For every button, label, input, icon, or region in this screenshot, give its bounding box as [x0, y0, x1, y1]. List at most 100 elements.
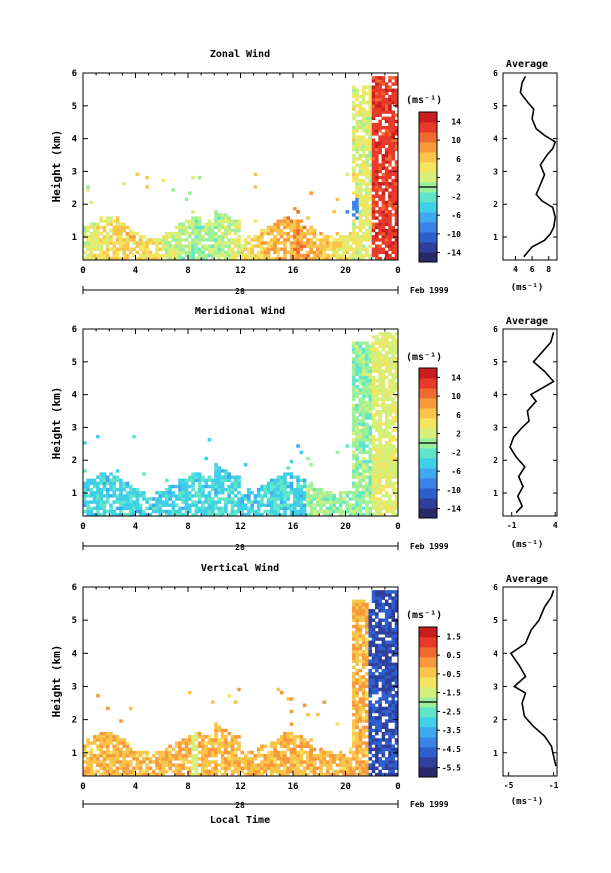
heatmap-cell [89, 231, 94, 236]
heatmap-cell [394, 602, 399, 607]
heatmap-cell [394, 634, 399, 638]
heatmap-cell [142, 235, 146, 239]
heatmap-cell [348, 757, 353, 761]
heatmap-cell [276, 478, 281, 483]
heatmap-cell [365, 122, 369, 127]
heatmap-cell [368, 135, 373, 139]
heatmap-cell [194, 472, 199, 476]
heatmap-cell [371, 687, 376, 692]
heatmap-cell [128, 500, 133, 504]
heatmap-cell [125, 494, 130, 498]
heatmap-cell [99, 744, 103, 748]
heatmap-cell [217, 475, 222, 479]
heatmap-cell [371, 466, 376, 470]
heatmap-cell [352, 247, 356, 251]
heatmap-cell [197, 228, 202, 233]
heatmap-cell [361, 656, 366, 660]
heatmap-cell [99, 219, 103, 223]
heatmap-cell [273, 494, 277, 498]
heatmap-cell [375, 235, 379, 239]
heatmap-cell [375, 450, 379, 454]
heatmap-cell [296, 256, 300, 261]
heatmap-cell [168, 766, 172, 770]
heatmap-cell [158, 491, 163, 495]
heatmap-cell [132, 231, 136, 236]
heatmap-cell [283, 503, 287, 507]
heatmap-cell [361, 678, 366, 682]
heatmap-cell [273, 244, 277, 248]
heatmap-cell [181, 506, 186, 511]
heatmap-cell [125, 235, 130, 239]
heatmap-cell [122, 225, 126, 230]
heatmap-cell [197, 241, 202, 245]
heatmap-cell [115, 766, 120, 770]
heatmap-cell [365, 615, 369, 619]
heatmap-cell [86, 494, 90, 498]
heatmap-cell [283, 757, 287, 761]
heatmap-cell [384, 428, 389, 433]
heatmap-cell [155, 253, 159, 258]
heatmap-cell [378, 381, 382, 386]
heatmap-cell [135, 250, 140, 255]
heatmap-cell [368, 197, 373, 202]
heatmap-cell [368, 450, 373, 454]
heatmap-cell [361, 640, 366, 644]
heatmap-cell [302, 235, 307, 239]
heatmap-cell [174, 772, 179, 777]
heatmap-cell [361, 475, 366, 479]
heatmap-cell [365, 169, 369, 174]
heatmap-cell [214, 500, 218, 504]
heatmap-cell [365, 247, 369, 251]
heatmap-cell [247, 772, 251, 777]
colorbar-swatch [419, 468, 437, 479]
heatmap-cell [325, 494, 330, 498]
heatmap-cell [375, 453, 379, 458]
heatmap-cell [224, 219, 228, 223]
heatmap-cell [296, 760, 300, 764]
x-ticks: 0 4 8 12 16 20 0 [80, 73, 401, 276]
heatmap-cell [384, 687, 389, 692]
heatmap-cell [83, 487, 87, 492]
heatmap-cell [102, 772, 107, 777]
heatmap-cell [214, 253, 218, 258]
heatmap-cell [217, 747, 222, 752]
heatmap-cell [96, 481, 100, 486]
heatmap-cell [319, 244, 323, 248]
heatmap-cell [375, 129, 379, 133]
heatmap-cell [188, 231, 192, 236]
heatmap-cell [224, 769, 228, 774]
heatmap-cell [355, 388, 359, 392]
heatmap-cell [89, 200, 94, 205]
heatmap-cell [299, 253, 304, 258]
heatmap-cell [227, 487, 231, 492]
heatmap-cell [352, 687, 356, 692]
heatmap-cell [286, 772, 291, 777]
heatmap-cell [289, 222, 294, 227]
heatmap-cell [381, 141, 386, 145]
heatmap-cell [384, 694, 389, 698]
heatmap-cell [191, 481, 195, 486]
heatmap-cell [358, 599, 363, 604]
heatmap-cell [342, 757, 346, 761]
heatmap-cell [260, 256, 264, 261]
heatmap-cell [105, 741, 110, 745]
heatmap-cell [381, 463, 386, 467]
heatmap-cell [270, 478, 274, 483]
heatmap-cell [371, 88, 376, 92]
heatmap-cell [260, 228, 264, 233]
heatmap-cell [352, 722, 356, 726]
heatmap-cell [230, 256, 235, 261]
heatmap-cell [358, 378, 363, 383]
heatmap-cell [368, 222, 373, 227]
heatmap-cell [358, 766, 363, 770]
heatmap-cell [358, 509, 363, 514]
heatmap-cell [210, 772, 215, 777]
heatmap-cell [237, 235, 241, 239]
heatmap-cell [276, 219, 281, 223]
heatmap-cell [214, 487, 218, 492]
colorbar-tick-label: 6 [456, 411, 461, 420]
heatmap-cell [319, 772, 323, 777]
heatmap-cell [384, 741, 389, 745]
